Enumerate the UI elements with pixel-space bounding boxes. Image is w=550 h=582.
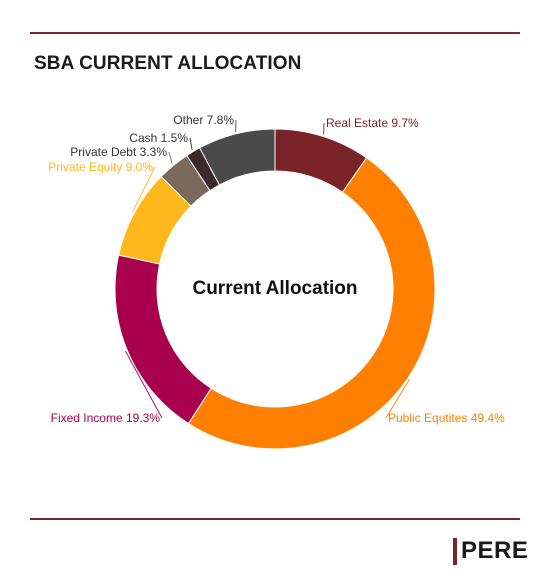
label-private-debt: Private Debt 3.3% (70, 145, 167, 159)
label-cash: Cash 1.5% (129, 131, 188, 145)
page-title: SBA CURRENT ALLOCATION (34, 53, 302, 74)
label-public-equtites: Public Equtites 49.4% (388, 411, 505, 425)
leader-public-equtites (385, 378, 410, 419)
label-fixed-income: Fixed Income 19.3% (51, 411, 161, 425)
slice-other (199, 128, 276, 186)
label-real-estate: Real Estate 9.7% (326, 116, 419, 130)
slice-public-equtites (187, 157, 436, 450)
label-private-equity: Private Equity 9.0% (48, 160, 153, 174)
top-rule (30, 32, 520, 34)
brand-logo: PERE (453, 537, 528, 565)
bottom-rule (30, 518, 520, 520)
leader-private-debt (168, 151, 173, 164)
label-other: Other 7.8% (173, 113, 234, 127)
chart-center-label: Current Allocation (192, 278, 357, 299)
brand-logo-bar (453, 537, 457, 565)
leader-private-equity (132, 166, 156, 213)
brand-logo-text: PERE (461, 537, 529, 564)
leader-cash (189, 137, 193, 150)
leader-fixed-income (124, 350, 163, 419)
